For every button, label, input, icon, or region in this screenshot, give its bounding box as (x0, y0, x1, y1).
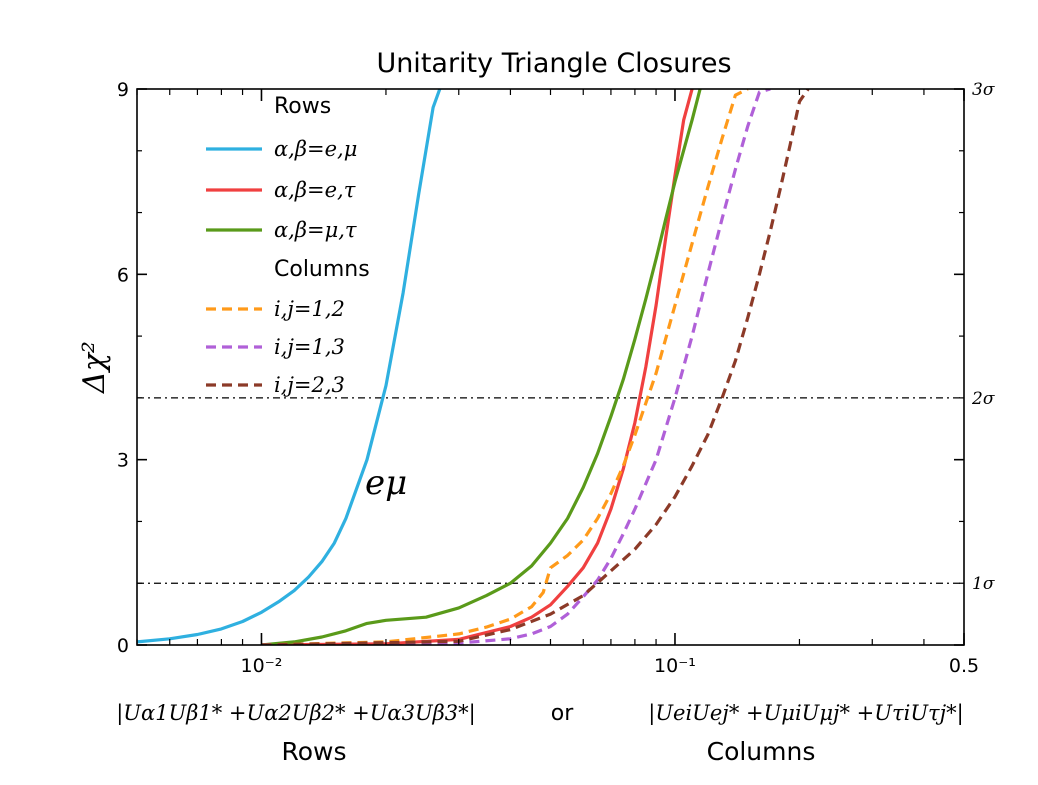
series-line-6 (261, 89, 810, 645)
x-tick-label: 0.5 (949, 655, 979, 677)
series-line-1 (137, 89, 442, 644)
sigma-label: 1σ (972, 574, 995, 594)
legend-label-4: i,j=1,2 (274, 297, 345, 321)
legend-label-5: i,j=1,3 (274, 335, 345, 359)
reference-lines (137, 397, 964, 584)
series-line-4 (261, 89, 749, 645)
plot-area: 0 3 6 9 10⁻² 10⁻¹ 0.5 1σ 2σ 3σ (117, 79, 995, 677)
legend-label-2: α,β=e,τ (274, 178, 356, 202)
x-tick-label: 10⁻² (241, 655, 283, 677)
svg-text:Δχ²: Δχ² (77, 341, 112, 394)
legend-label-6: i,j=2,3 (274, 373, 345, 397)
xlabel-columns-formula: |UeiUej* +UμiUμj* +UτiUτj*| (648, 701, 963, 726)
sigma-label: 3σ (972, 80, 995, 100)
series-layer (137, 89, 810, 645)
y-tick-label: 3 (117, 450, 129, 472)
series-line-5 (261, 89, 771, 645)
y-tick-label: 6 (117, 264, 129, 286)
xlabel-rows: Rows (281, 737, 346, 766)
y-tick-label: 9 (117, 79, 129, 101)
xlabel-or: or (551, 701, 574, 726)
xlabel-rows-formula: |Uα1Uβ1* +Uα2Uβ2* +Uα3Uβ3*| (116, 701, 476, 726)
chart-title: Unitarity Triangle Closures (376, 48, 731, 79)
sigma-label: 2σ (971, 389, 995, 409)
annotation-e-mu: eμ (365, 463, 407, 503)
series-line-3 (261, 89, 702, 645)
legend-rows-header: Rows (274, 94, 331, 119)
legend-label-3: α,β=μ,τ (274, 218, 357, 242)
legend: Rows Columns α,β=e,μ α,β=e,τ α,β=μ,τ i,j=1,… (206, 94, 370, 397)
x-axis-labels: |Uα1Uβ1* +Uα2Uβ2* +Uα3Uβ3*| or |UeiUej* … (116, 701, 963, 766)
y-axis-label: Δχ² (77, 341, 112, 394)
xlabel-columns: Columns (707, 737, 816, 766)
x-tick-label: 10⁻¹ (654, 655, 696, 677)
legend-entries: α,β=e,μ α,β=e,τ α,β=μ,τ i,j=1,2 i,j=1,3 i,j=2… (206, 137, 357, 397)
legend-label-1: α,β=e,μ (274, 137, 357, 161)
axis-ticks: 0 3 6 9 10⁻² 10⁻¹ 0.5 1σ 2σ 3σ (117, 79, 995, 677)
legend-columns-header: Columns (274, 257, 370, 282)
y-tick-label: 0 (117, 635, 129, 657)
series-line-2 (261, 89, 694, 645)
